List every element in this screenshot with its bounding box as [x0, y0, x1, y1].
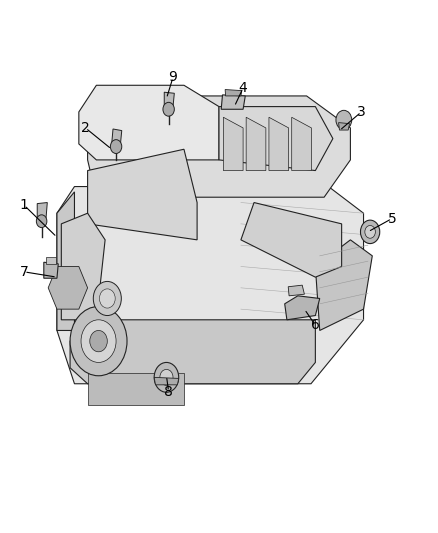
Polygon shape [154, 377, 179, 385]
Text: 3: 3 [357, 105, 366, 119]
Circle shape [93, 281, 121, 316]
Text: 5: 5 [388, 212, 396, 225]
Polygon shape [339, 123, 350, 130]
Polygon shape [88, 149, 197, 240]
Polygon shape [285, 296, 320, 320]
Circle shape [365, 225, 375, 238]
Polygon shape [88, 96, 350, 197]
Circle shape [154, 362, 179, 392]
Circle shape [110, 140, 122, 154]
Circle shape [360, 220, 380, 244]
Polygon shape [288, 285, 304, 296]
Polygon shape [112, 129, 122, 144]
Polygon shape [48, 266, 88, 309]
Polygon shape [61, 213, 105, 320]
Polygon shape [269, 117, 289, 171]
Polygon shape [292, 117, 311, 171]
Text: 9: 9 [169, 70, 177, 84]
Circle shape [70, 306, 127, 376]
Text: 1: 1 [20, 198, 28, 212]
Circle shape [90, 330, 107, 352]
Polygon shape [221, 95, 245, 109]
Text: 8: 8 [164, 385, 173, 399]
Circle shape [81, 320, 116, 362]
Text: 6: 6 [311, 318, 320, 332]
Polygon shape [223, 117, 243, 171]
Polygon shape [57, 192, 74, 330]
Polygon shape [225, 90, 242, 96]
Polygon shape [315, 240, 372, 330]
Polygon shape [57, 187, 364, 384]
Polygon shape [246, 117, 266, 171]
Circle shape [163, 102, 174, 116]
Polygon shape [241, 203, 342, 277]
Polygon shape [70, 320, 315, 384]
Text: 2: 2 [81, 121, 90, 135]
Polygon shape [46, 257, 56, 264]
Polygon shape [88, 373, 184, 405]
Polygon shape [219, 107, 333, 171]
Polygon shape [37, 203, 47, 219]
Polygon shape [44, 262, 58, 278]
Polygon shape [164, 92, 174, 107]
Polygon shape [79, 85, 219, 160]
Text: 7: 7 [20, 265, 28, 279]
Text: 4: 4 [239, 81, 247, 95]
Circle shape [99, 289, 115, 308]
Circle shape [336, 110, 352, 130]
Circle shape [36, 215, 47, 228]
Circle shape [160, 369, 173, 385]
